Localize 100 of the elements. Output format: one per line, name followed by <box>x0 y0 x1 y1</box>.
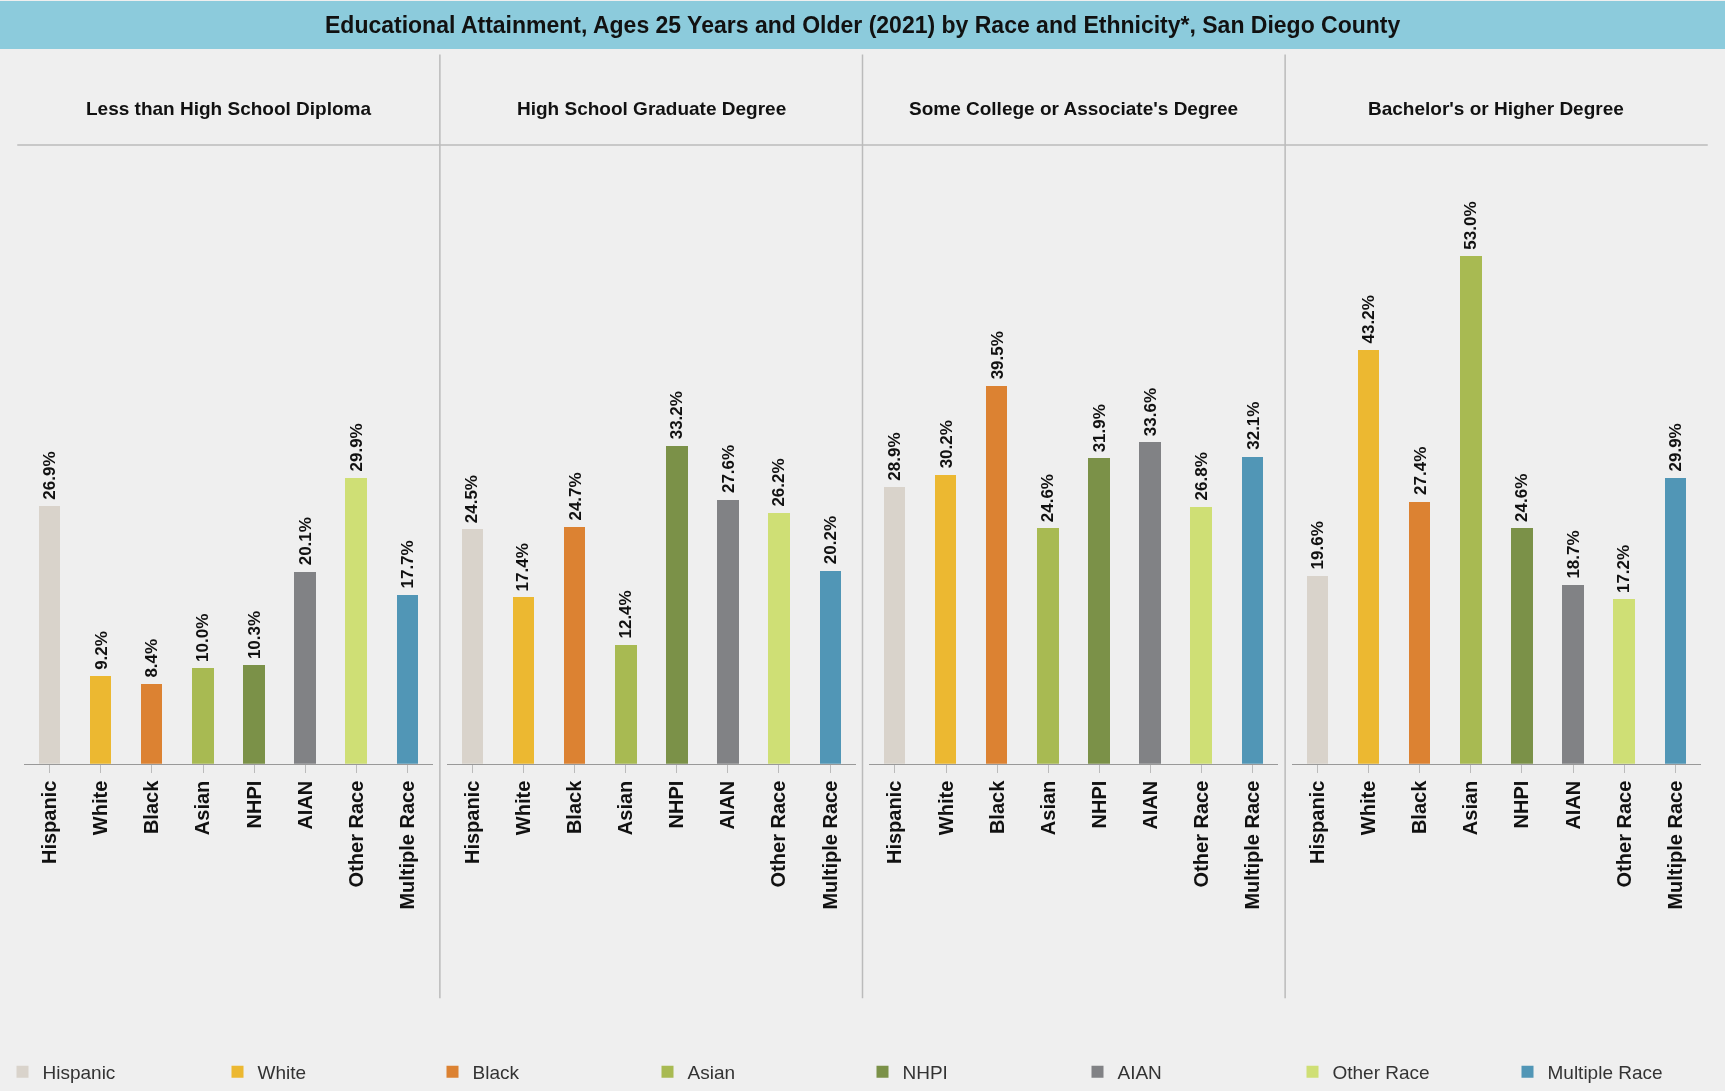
x-tick-label: Black <box>1408 779 1431 835</box>
legend-label: AIAN <box>1117 1062 1162 1084</box>
bar <box>1242 456 1264 764</box>
bar <box>1665 477 1687 764</box>
x-tick-label: White <box>511 780 534 836</box>
x-tick-label: Multiple Race <box>818 780 841 910</box>
x-tick-label: Multiple Race <box>395 780 418 910</box>
bar <box>665 445 688 764</box>
data-label: 24.6% <box>1038 474 1058 523</box>
bar <box>512 596 534 764</box>
data-label: 43.2% <box>1358 295 1378 344</box>
bar <box>884 486 906 764</box>
data-label: 26.9% <box>39 451 59 500</box>
bar <box>461 528 483 764</box>
bar <box>563 526 585 764</box>
x-tick-label: NHPI <box>1510 780 1533 829</box>
data-label: 20.1% <box>296 517 316 566</box>
chart-subtitle: Less than High School Diploma <box>86 98 372 119</box>
bar <box>819 570 841 764</box>
data-label: 20.2% <box>820 515 840 565</box>
x-tick-label: Asian <box>614 780 637 836</box>
x-tick-label: Other Race <box>1190 780 1213 888</box>
x-tick-label: Multiple Race <box>1241 780 1264 910</box>
data-label: 18.7% <box>1563 530 1583 579</box>
legend-label: Hispanic <box>42 1062 116 1084</box>
bar <box>614 644 637 764</box>
bar <box>1613 598 1636 764</box>
data-label: 10.0% <box>193 613 213 662</box>
data-label: 26.8% <box>1191 452 1211 501</box>
legend-label: Asian <box>687 1062 736 1084</box>
bar <box>1409 501 1431 764</box>
x-tick-label: Hispanic <box>1306 780 1329 865</box>
data-label: 29.9% <box>347 423 367 472</box>
x-tick-label: Asian <box>1036 780 1059 836</box>
x-tick-label: Other Race <box>767 780 790 888</box>
data-label: 24.7% <box>565 472 585 521</box>
chart-subtitle: Some College or Associate's Degree <box>909 98 1239 119</box>
data-label: 17.7% <box>398 540 418 589</box>
bar <box>1088 457 1111 764</box>
bar <box>1511 527 1534 764</box>
data-label: 27.6% <box>718 444 738 494</box>
x-tick-label: White <box>934 780 957 836</box>
legend-label: White <box>257 1062 307 1084</box>
x-tick-label: Asian <box>1459 780 1482 836</box>
bar <box>1562 584 1585 764</box>
x-tick-label: Multiple Race <box>1663 780 1686 910</box>
data-label: 32.1% <box>1243 401 1263 450</box>
bar <box>1358 349 1380 764</box>
data-label: 17.2% <box>1614 544 1634 594</box>
data-label: 33.6% <box>1140 387 1160 437</box>
text: Educational Attainment, Ages 25 Years and Older (2021) by Race and Ethnicity*, San Diego County <box>325 12 1401 38</box>
x-tick-label: AIAN <box>293 780 316 830</box>
bar <box>716 499 739 764</box>
legend-label: Other Race <box>1332 1062 1430 1084</box>
x-tick-label: Black <box>140 779 163 835</box>
data-label: 9.2% <box>91 631 111 670</box>
bar <box>1139 441 1162 764</box>
x-tick-label: Other Race <box>1612 780 1635 888</box>
data-label: 29.9% <box>1666 423 1686 472</box>
bar <box>767 512 790 764</box>
x-tick-label: AIAN <box>1561 780 1584 830</box>
bar <box>1190 506 1213 764</box>
x-tick-label: Other Race <box>344 780 367 888</box>
data-label: 19.6% <box>1307 521 1327 570</box>
x-tick-label: Black <box>985 779 1008 835</box>
bar <box>986 385 1008 764</box>
x-tick-label: Hispanic <box>883 780 906 865</box>
bar <box>1307 575 1329 764</box>
data-label: 39.5% <box>987 331 1007 380</box>
legend-label: NHPI <box>902 1062 948 1084</box>
bar <box>1460 255 1483 764</box>
legend-label: Black <box>472 1062 520 1084</box>
data-label: 53.0% <box>1461 201 1481 250</box>
x-tick-label: White <box>1357 780 1380 836</box>
data-label: 28.9% <box>885 432 905 481</box>
x-tick-label: NHPI <box>242 780 265 829</box>
x-tick-label: White <box>89 780 112 836</box>
data-label: 10.3% <box>245 610 265 660</box>
data-label: 8.4% <box>142 638 162 678</box>
x-tick-label: Hispanic <box>460 780 483 865</box>
data-label: 26.2% <box>769 458 789 507</box>
x-tick-label: Black <box>563 779 586 835</box>
x-tick-label: NHPI <box>665 780 688 829</box>
bar <box>1037 527 1060 764</box>
data-label: 30.2% <box>936 420 956 469</box>
data-label: 24.5% <box>462 475 482 524</box>
data-label: 27.4% <box>1410 446 1430 495</box>
legend-label: Multiple Race <box>1547 1062 1663 1084</box>
data-label: 12.4% <box>615 590 635 639</box>
data-label: 17.4% <box>513 543 533 592</box>
x-tick-label: AIAN <box>716 780 739 830</box>
x-tick-label: NHPI <box>1087 780 1110 829</box>
chart-subtitle: High School Graduate Degree <box>517 98 787 119</box>
bar <box>935 474 957 764</box>
data-label: 31.9% <box>1090 404 1110 453</box>
chart-subtitle: Bachelor's or Higher Degree <box>1368 98 1624 119</box>
data-label: 33.2% <box>667 391 687 440</box>
x-tick-label: Hispanic <box>38 780 61 865</box>
x-tick-label: Asian <box>191 780 214 836</box>
data-label: 24.6% <box>1512 473 1532 522</box>
